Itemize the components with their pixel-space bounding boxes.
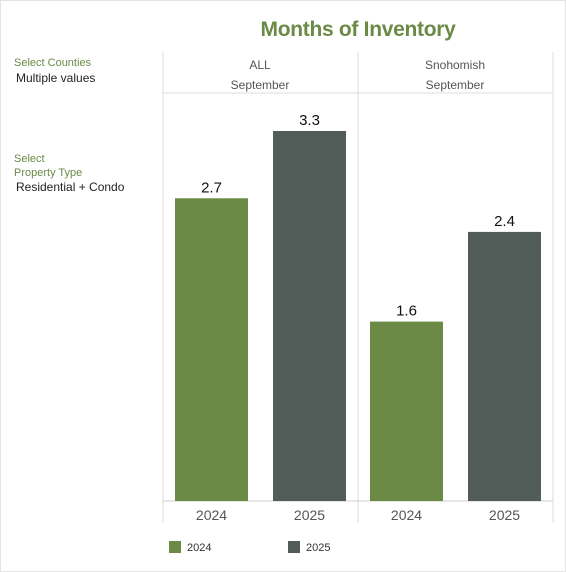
property-filter-label-line2: Property Type (14, 167, 83, 179)
bar-snohomish-2025 (468, 231, 541, 501)
x-tick-snohomish-2025: 2025 (489, 507, 520, 523)
property-filter-label-line1: Select (14, 153, 45, 165)
data-label-snohomish-2025: 2.4 (494, 213, 515, 230)
bar-snohomish-2024 (370, 321, 443, 501)
property-filter-value[interactable]: Residential + Condo (16, 180, 125, 194)
panel-snohomish-region: Snohomish (424, 58, 486, 72)
counties-filter-label: Select Counties (14, 57, 92, 69)
legend-label-2024: 2024 (187, 542, 212, 554)
data-label-all-2024: 2.7 (201, 179, 222, 196)
panel-snohomish-month: September (425, 78, 485, 92)
legend-label-2025: 2025 (306, 542, 331, 554)
x-tick-all-2024: 2024 (196, 507, 227, 523)
chart-title: Months of Inventory (260, 18, 456, 41)
panel-all-region: ALL (249, 58, 271, 72)
legend-swatch-2024 (169, 541, 181, 553)
x-tick-all-2025: 2025 (294, 507, 325, 523)
data-label-all-2025: 3.3 (299, 112, 320, 129)
legend-swatch-2025 (288, 541, 300, 553)
bar-all-2024 (175, 198, 248, 502)
panel-all-month: September (230, 78, 290, 92)
data-label-snohomish-2024: 1.6 (396, 303, 417, 320)
bar-all-2025 (273, 131, 346, 501)
x-tick-snohomish-2024: 2024 (391, 507, 422, 523)
counties-filter-value[interactable]: Multiple values (16, 71, 96, 85)
